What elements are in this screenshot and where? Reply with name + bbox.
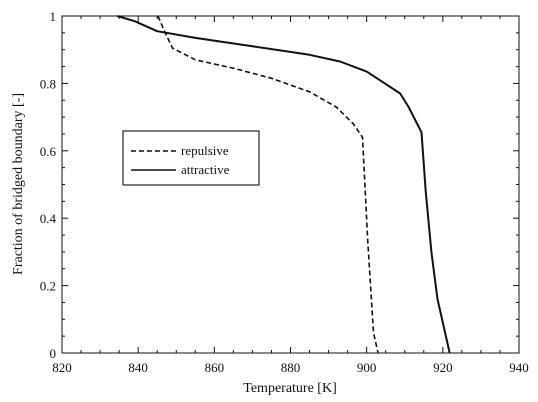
x-tick-label: 820 xyxy=(52,360,72,375)
x-axis-label: Temperature [K] xyxy=(243,381,336,396)
y-tick-label: 1 xyxy=(50,9,57,24)
tick-group: 820 840 860 880 900 920 940 0 0.2 0.4 0.6 0.8 1 xyxy=(40,9,529,375)
x-tick-label: 860 xyxy=(205,360,225,375)
y-axis-label: Fraction of bridged boundary [-] xyxy=(11,93,26,275)
x-tick-label: 920 xyxy=(433,360,453,375)
legend-label-attractive: attractive xyxy=(181,162,230,177)
series-line-attractive xyxy=(116,15,451,354)
legend-label-repulsive: repulsive xyxy=(181,143,229,158)
series-layer xyxy=(116,15,451,354)
y-tick-label: 0.8 xyxy=(40,76,56,91)
x-tick-label: 900 xyxy=(357,360,377,375)
x-tick-label: 940 xyxy=(509,360,529,375)
x-tick-label: 880 xyxy=(281,360,301,375)
y-tick-label: 0.2 xyxy=(40,279,56,294)
y-tick-label: 0.6 xyxy=(40,144,57,159)
x-tick-label: 840 xyxy=(128,360,148,375)
legend-box xyxy=(122,130,260,186)
legend: repulsive attractive xyxy=(122,130,260,186)
series-line-repulsive xyxy=(157,15,379,354)
y-tick-label: 0 xyxy=(50,346,57,361)
y-tick-label: 0.4 xyxy=(40,211,57,226)
